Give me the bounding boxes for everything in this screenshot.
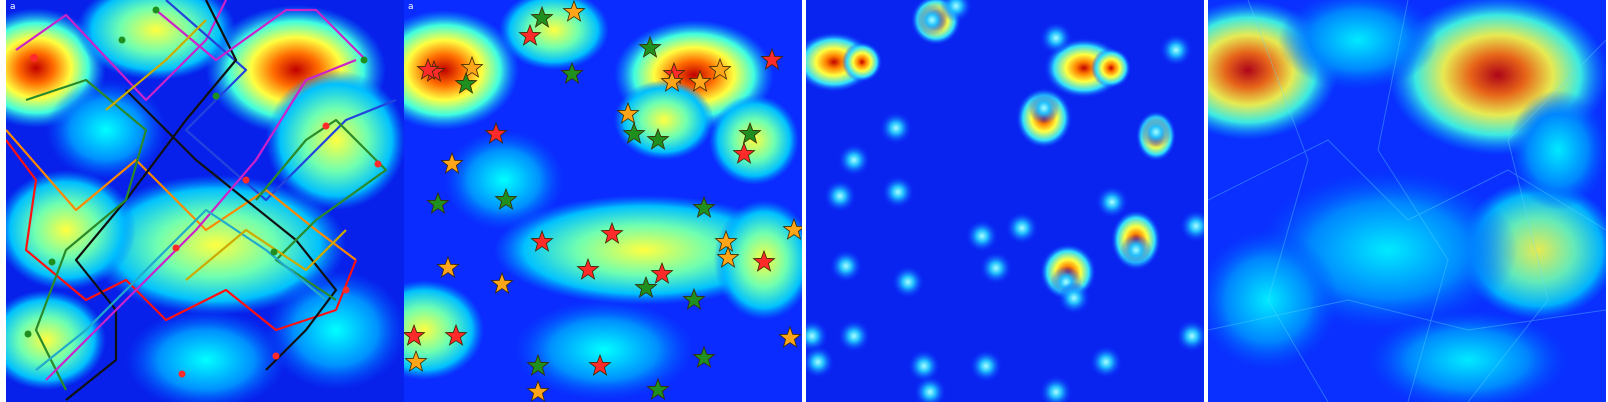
star-marker xyxy=(714,229,738,252)
source-spot xyxy=(1120,234,1152,266)
source-spot xyxy=(914,376,946,402)
source-spot xyxy=(1040,22,1072,54)
star-marker xyxy=(692,345,716,368)
star-marker xyxy=(692,195,716,218)
star-marker xyxy=(752,249,776,272)
source-spot xyxy=(830,250,862,282)
star-marker xyxy=(634,275,658,298)
star-marker xyxy=(518,23,542,46)
star-marker xyxy=(404,323,426,346)
star-marker xyxy=(782,217,802,240)
star-markers xyxy=(404,0,802,402)
star-marker xyxy=(436,255,460,278)
source-spot xyxy=(806,346,834,378)
source-spot xyxy=(966,220,998,252)
source-spot xyxy=(1090,346,1122,378)
source-spot xyxy=(892,266,924,298)
source-spot xyxy=(806,320,828,352)
source-spot xyxy=(916,4,948,36)
star-marker xyxy=(440,151,464,174)
star-marker xyxy=(660,69,684,92)
panel-2-label: a xyxy=(408,2,414,12)
star-marker xyxy=(708,57,732,80)
star-marker xyxy=(484,121,508,144)
star-marker xyxy=(530,5,554,28)
source-spot xyxy=(1176,320,1204,352)
panel-1: a xyxy=(6,0,404,402)
panel-2: a xyxy=(404,0,802,402)
star-marker xyxy=(600,221,624,244)
panel-4 xyxy=(1208,0,1606,402)
source-spot xyxy=(970,350,1002,382)
star-marker xyxy=(426,191,450,214)
source-spot xyxy=(838,144,870,176)
star-marker xyxy=(530,229,554,252)
star-marker xyxy=(716,245,740,268)
source-spot xyxy=(1040,376,1072,402)
source-spot xyxy=(1006,212,1038,244)
star-marker xyxy=(650,261,674,284)
star-marker xyxy=(416,57,440,80)
source-spot xyxy=(1140,116,1172,148)
star-marker xyxy=(526,353,550,376)
source-spot xyxy=(882,176,914,208)
route-lines xyxy=(6,0,397,401)
star-marker xyxy=(646,127,670,150)
star-marker xyxy=(576,257,600,280)
panel-3 xyxy=(806,0,1204,402)
star-marker xyxy=(404,349,428,372)
star-marker xyxy=(560,61,584,84)
star-marker xyxy=(490,271,514,294)
star-marker xyxy=(616,101,640,124)
star-marker xyxy=(638,35,662,58)
source-spot xyxy=(1096,186,1128,218)
source-spot xyxy=(838,320,870,352)
source-spot xyxy=(824,180,856,212)
star-marker xyxy=(760,47,784,70)
source-spot xyxy=(1160,34,1192,66)
source-spot xyxy=(1028,92,1060,124)
star-marker xyxy=(738,121,762,144)
panel-3-heatmap xyxy=(806,0,1204,402)
panel-2-heatmap xyxy=(404,0,802,402)
source-spots xyxy=(806,0,1204,402)
star-marker xyxy=(460,55,484,78)
source-spot xyxy=(880,112,912,144)
star-marker xyxy=(682,287,706,310)
star-marker xyxy=(622,121,646,144)
star-marker xyxy=(688,69,712,92)
star-marker xyxy=(646,377,670,400)
star-marker xyxy=(732,141,756,164)
source-spot xyxy=(1058,282,1090,314)
source-spot xyxy=(940,0,972,22)
source-spot xyxy=(1180,210,1204,242)
star-marker xyxy=(588,353,612,376)
star-marker xyxy=(778,325,802,348)
panel-1-label: a xyxy=(10,2,16,12)
star-marker xyxy=(454,71,478,94)
panel-4-heatmap xyxy=(1208,0,1606,402)
source-spot xyxy=(908,350,940,382)
source-spot xyxy=(980,252,1012,284)
star-marker xyxy=(526,379,550,402)
star-marker xyxy=(562,0,586,22)
star-marker xyxy=(494,187,518,210)
star-marker xyxy=(444,323,468,346)
path-markers xyxy=(24,6,382,378)
panel-1-heatmap xyxy=(6,0,404,402)
